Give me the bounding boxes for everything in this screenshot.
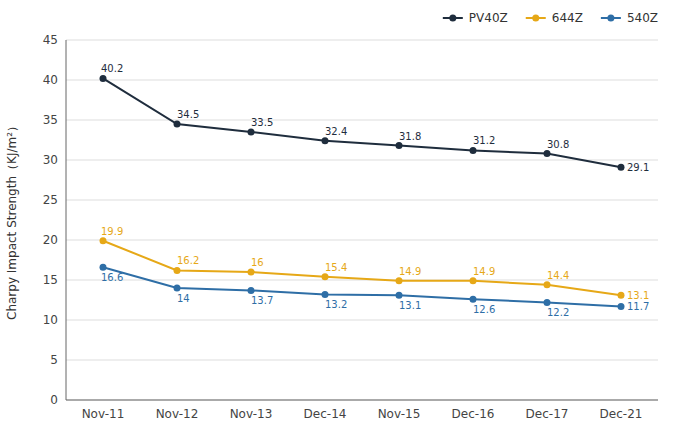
data-label: 31.2: [473, 135, 495, 146]
y-tick-label: 30: [43, 153, 58, 167]
data-label: 14.9: [473, 266, 495, 277]
data-label: 12.2: [547, 307, 569, 318]
data-label: 11.7: [627, 301, 649, 312]
x-tick-label: Dec-17: [526, 407, 569, 421]
grid: [66, 40, 658, 400]
chart: 0 5 10 15 20 25 30 35 40 45 Nov-11 Nov-12 Nov-13 Dec-…: [0, 0, 700, 434]
data-label: 13.1: [399, 300, 421, 311]
grid-line: [66, 360, 658, 361]
data-label: 32.4: [325, 126, 347, 137]
point: [248, 269, 255, 276]
y-axis: [66, 40, 67, 400]
point: [248, 287, 255, 294]
y-tick-label: 40: [43, 73, 58, 87]
grid-line: [66, 160, 658, 161]
point: [396, 292, 403, 299]
point: [396, 277, 403, 284]
data-label: 13.2: [325, 299, 347, 310]
grid-line: [66, 400, 658, 401]
x-tick-label: Dec-21: [600, 407, 643, 421]
data-label: 13.1: [627, 290, 649, 301]
data-label: 19.9: [101, 226, 123, 237]
data-label: 12.6: [473, 304, 495, 315]
point: [100, 237, 107, 244]
legend-item: 540Z: [601, 11, 658, 25]
data-label: 14: [177, 293, 190, 304]
point: [100, 75, 107, 82]
point: [544, 150, 551, 157]
point: [470, 296, 477, 303]
data-label: 14.4: [547, 270, 569, 281]
data-label: 29.1: [627, 162, 649, 173]
legend-marker: [607, 15, 614, 22]
point: [470, 147, 477, 154]
x-tick-label: Nov-11: [82, 407, 125, 421]
plot-area: [100, 75, 625, 310]
legend-label: 644Z: [552, 11, 583, 25]
data-labels: 40.2 34.5 33.5 32.4 31.8 31.2 30.8 29.1 19.9 16.2…: [101, 63, 649, 318]
y-tick-label: 35: [43, 113, 58, 127]
point: [322, 137, 329, 144]
y-tick-label: 25: [43, 193, 58, 207]
grid-line: [66, 40, 658, 41]
x-tick-label: Nov-12: [156, 407, 199, 421]
data-label: 40.2: [101, 63, 123, 74]
point: [618, 292, 625, 299]
grid-line: [66, 200, 658, 201]
grid-line: [66, 120, 658, 121]
point: [322, 291, 329, 298]
grid-line: [66, 320, 658, 321]
data-label: 31.8: [399, 131, 421, 142]
data-label: 30.8: [547, 139, 569, 150]
data-label: 16: [251, 257, 264, 268]
point: [248, 129, 255, 136]
point: [544, 299, 551, 306]
data-label: 15.4: [325, 262, 347, 273]
point: [618, 303, 625, 310]
y-tick-label: 0: [50, 393, 58, 407]
point: [470, 277, 477, 284]
point: [544, 281, 551, 288]
series-line: [103, 241, 621, 295]
data-label: 34.5: [177, 109, 199, 120]
grid-line: [66, 240, 658, 241]
legend-item: 644Z: [526, 11, 583, 25]
point: [100, 264, 107, 271]
point: [174, 121, 181, 128]
legend-item: PV40Z: [443, 11, 508, 25]
legend-label: PV40Z: [469, 11, 508, 25]
x-tick-label: Nov-13: [230, 407, 273, 421]
legend-marker: [449, 15, 456, 22]
y-tick-label: 15: [43, 273, 58, 287]
point: [322, 273, 329, 280]
y-tick-label: 45: [43, 33, 58, 47]
point: [174, 267, 181, 274]
x-tick-label: Dec-16: [452, 407, 495, 421]
data-label: 16.2: [177, 255, 199, 266]
legend-marker: [532, 15, 539, 22]
data-label: 13.7: [251, 295, 273, 306]
data-label: 16.6: [101, 272, 123, 283]
series-line: [103, 78, 621, 167]
y-axis-label: Charpy Impact Strength（KJ/m²）: [5, 120, 19, 320]
y-tick-label: 20: [43, 233, 58, 247]
point: [396, 142, 403, 149]
legend: PV40Z 644Z 540Z: [443, 11, 658, 25]
series-line: [103, 267, 621, 306]
x-tick-label: Nov-15: [378, 407, 421, 421]
x-axis: [66, 400, 658, 401]
data-label: 33.5: [251, 117, 273, 128]
y-tick-label: 10: [43, 313, 58, 327]
legend-label: 540Z: [627, 11, 658, 25]
grid-line: [66, 80, 658, 81]
point: [174, 285, 181, 292]
data-label: 14.9: [399, 266, 421, 277]
x-tick-label: Dec-14: [304, 407, 347, 421]
point: [618, 164, 625, 171]
y-tick-label: 5: [50, 353, 58, 367]
